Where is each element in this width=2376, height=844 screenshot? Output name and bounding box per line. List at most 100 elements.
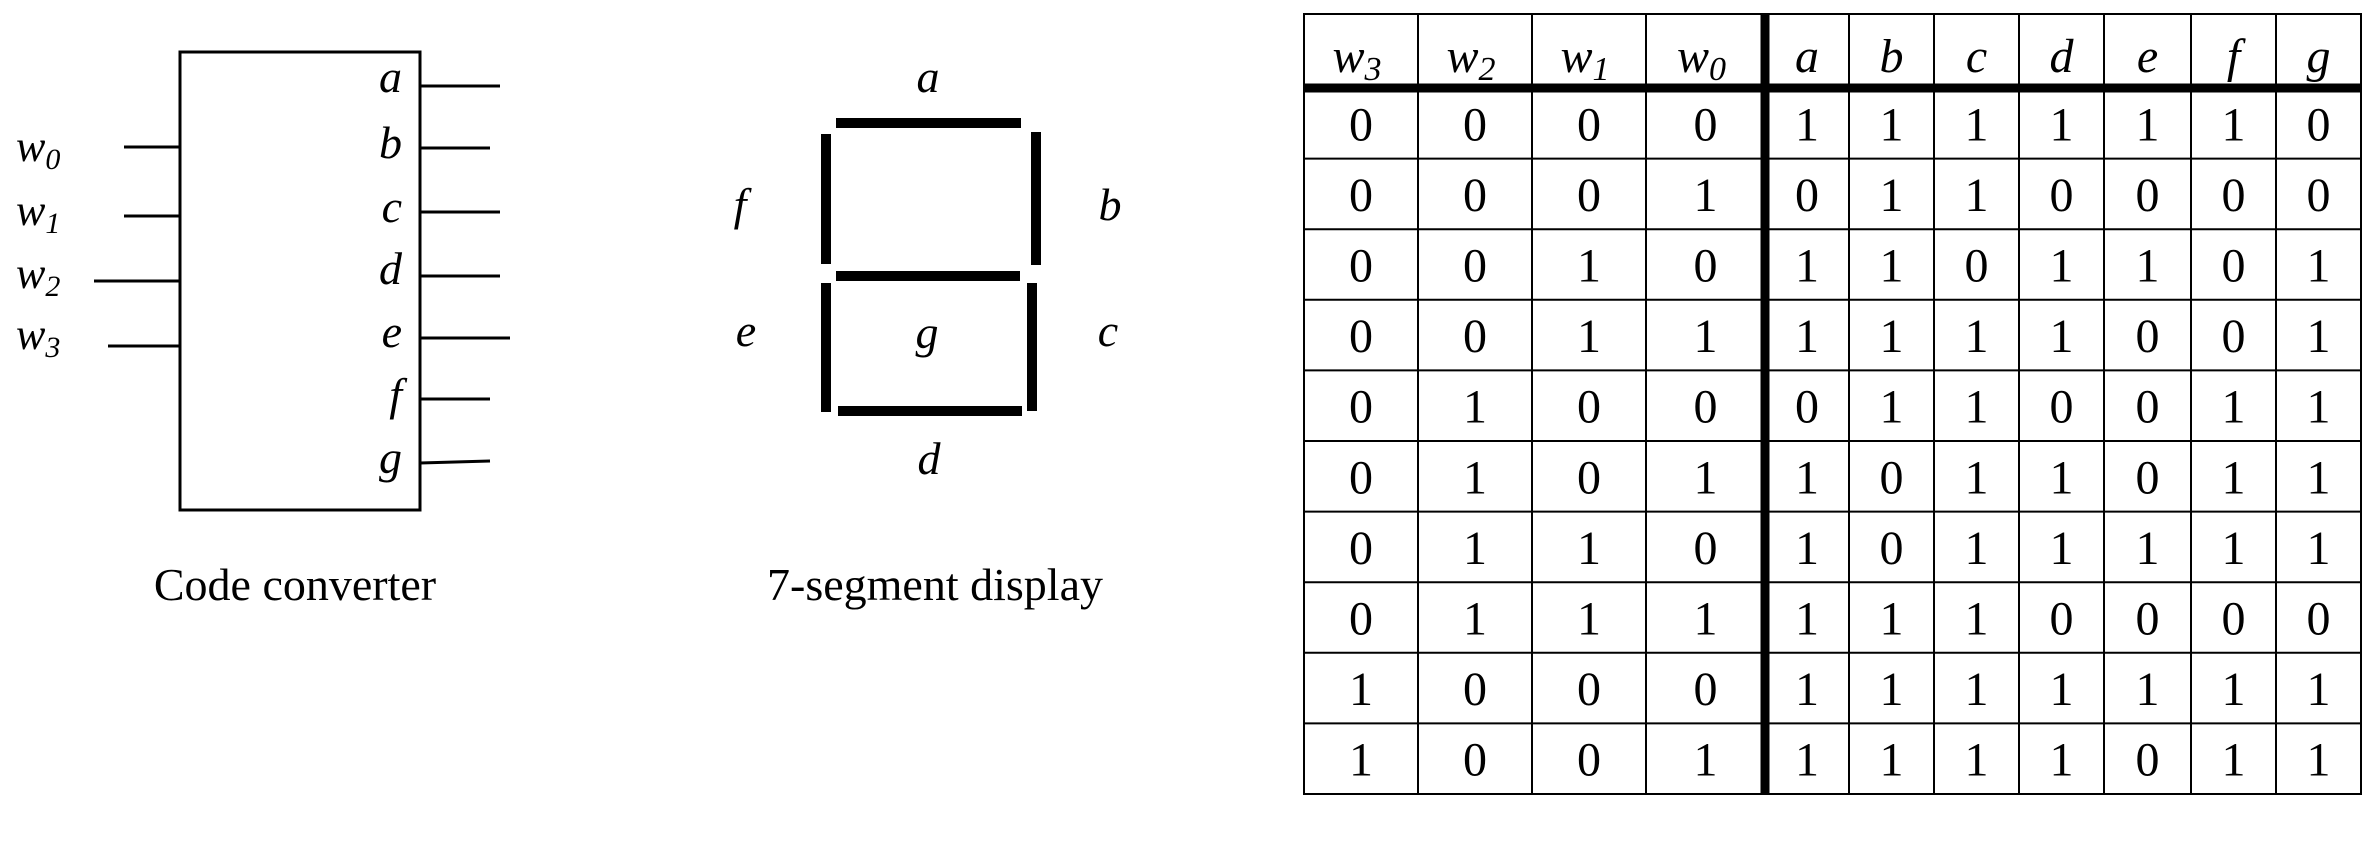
table-cell: 0 bbox=[2307, 98, 2331, 151]
table-cell: 0 bbox=[1880, 522, 1904, 575]
table-cell: 0 bbox=[1694, 381, 1718, 434]
table-cell: 1 bbox=[1694, 169, 1718, 222]
table-cell: 0 bbox=[2136, 381, 2160, 434]
table-cell: 1 bbox=[2050, 451, 2074, 504]
table-cell: 1 bbox=[1349, 663, 1373, 716]
seven-segment-display: a b c d e f g 7-segment display bbox=[734, 51, 1122, 610]
table-cell: 0 bbox=[1463, 663, 1487, 716]
table-header-d: d bbox=[2050, 30, 2075, 83]
table-border bbox=[1303, 13, 2362, 795]
table-cell: 1 bbox=[1577, 310, 1601, 363]
output-label-f: f bbox=[389, 369, 408, 420]
table-header-w1: w1 bbox=[1560, 30, 1609, 88]
table-cell: 1 bbox=[2136, 240, 2160, 293]
table-cell: 1 bbox=[1795, 522, 1819, 575]
table-header-w3: w3 bbox=[1332, 30, 1381, 88]
table-cell: 0 bbox=[2307, 169, 2331, 222]
table-header-c: c bbox=[1966, 30, 1987, 83]
table-cell: 0 bbox=[1577, 381, 1601, 434]
table-cell: 1 bbox=[2307, 240, 2331, 293]
table-cell: 0 bbox=[2136, 169, 2160, 222]
table-cell: 0 bbox=[1795, 381, 1819, 434]
code-converter: w0 w1 w2 w3 a b c d e f g Code converter bbox=[16, 50, 510, 610]
table-cell: 0 bbox=[2222, 593, 2246, 646]
input-label-w0: w0 bbox=[16, 122, 60, 176]
table-header-f: f bbox=[2227, 30, 2246, 83]
output-wire-g bbox=[419, 459, 491, 465]
table-cell: 1 bbox=[2222, 522, 2246, 575]
table-cell: 0 bbox=[2222, 240, 2246, 293]
table-cell: 1 bbox=[2050, 734, 2074, 787]
table-cell: 1 bbox=[1577, 240, 1601, 293]
table-cell: 0 bbox=[2136, 451, 2160, 504]
table-header-w2: w2 bbox=[1446, 30, 1495, 88]
table-cell: 1 bbox=[1880, 310, 1904, 363]
table-cell: 0 bbox=[1577, 451, 1601, 504]
table-cell: 1 bbox=[1577, 593, 1601, 646]
segment-label-b: b bbox=[1099, 179, 1122, 230]
output-label-e: e bbox=[382, 306, 402, 357]
table-cell: 1 bbox=[1694, 310, 1718, 363]
table-cell: 1 bbox=[2307, 451, 2331, 504]
table-cell: 1 bbox=[1880, 663, 1904, 716]
output-label-a: a bbox=[379, 51, 402, 102]
table-cell: 1 bbox=[2222, 663, 2246, 716]
table-cell: 0 bbox=[1349, 451, 1373, 504]
table-cell: 1 bbox=[2222, 98, 2246, 151]
table-cell: 1 bbox=[1965, 522, 1989, 575]
table-cell: 1 bbox=[1795, 663, 1819, 716]
segment-label-d: d bbox=[918, 433, 942, 484]
table-cell: 1 bbox=[1795, 593, 1819, 646]
table-cell: 0 bbox=[2222, 310, 2246, 363]
segment-label-f: f bbox=[734, 179, 753, 230]
table-cell: 1 bbox=[1463, 381, 1487, 434]
table-cell: 1 bbox=[2307, 734, 2331, 787]
table-cell: 1 bbox=[1880, 381, 1904, 434]
table-header-b: b bbox=[1880, 30, 1904, 83]
table-cell: 1 bbox=[1880, 593, 1904, 646]
segment-label-g: g bbox=[916, 307, 939, 358]
table-cell: 1 bbox=[1795, 240, 1819, 293]
table-cell: 1 bbox=[2222, 381, 2246, 434]
table-cell: 1 bbox=[2136, 663, 2160, 716]
table-cell: 0 bbox=[1349, 522, 1373, 575]
table-cell: 1 bbox=[1880, 734, 1904, 787]
table-cell: 0 bbox=[1694, 98, 1718, 151]
table-cell: 1 bbox=[1349, 734, 1373, 787]
output-label-c: c bbox=[382, 181, 402, 232]
table-cell: 0 bbox=[2050, 381, 2074, 434]
table-cell: 0 bbox=[1463, 169, 1487, 222]
table-cell: 1 bbox=[2050, 663, 2074, 716]
table-cell: 0 bbox=[1880, 451, 1904, 504]
table-cell: 0 bbox=[1349, 381, 1373, 434]
table-header-g: g bbox=[2307, 30, 2331, 83]
table-cell: 1 bbox=[2307, 522, 2331, 575]
table-cell: 1 bbox=[1880, 240, 1904, 293]
table-cell: 0 bbox=[1577, 663, 1601, 716]
input-label-w3: w3 bbox=[16, 310, 60, 364]
table-header-w0: w0 bbox=[1677, 30, 1726, 88]
output-label-b: b bbox=[379, 117, 402, 168]
input-label-w2: w2 bbox=[16, 249, 60, 303]
table-cell: 1 bbox=[1965, 451, 1989, 504]
table-cell: 0 bbox=[1349, 98, 1373, 151]
table-cell: 1 bbox=[1694, 734, 1718, 787]
table-cell: 1 bbox=[1463, 451, 1487, 504]
table-cell: 0 bbox=[2222, 169, 2246, 222]
table-cell: 1 bbox=[2307, 381, 2331, 434]
converter-caption: Code converter bbox=[154, 559, 436, 610]
table-cell: 1 bbox=[1694, 593, 1718, 646]
table-cell: 1 bbox=[1880, 98, 1904, 151]
table-cell: 0 bbox=[1694, 240, 1718, 293]
table-cell: 0 bbox=[1349, 310, 1373, 363]
table-cell: 0 bbox=[1577, 734, 1601, 787]
output-label-d: d bbox=[379, 243, 403, 294]
table-header-e: e bbox=[2137, 30, 2158, 83]
table-cell: 0 bbox=[1577, 169, 1601, 222]
display-caption: 7-segment display bbox=[767, 559, 1103, 610]
table-cell: 1 bbox=[1463, 593, 1487, 646]
table-cell: 1 bbox=[1795, 734, 1819, 787]
table-cell: 1 bbox=[1965, 381, 1989, 434]
segment-label-e: e bbox=[736, 305, 756, 356]
